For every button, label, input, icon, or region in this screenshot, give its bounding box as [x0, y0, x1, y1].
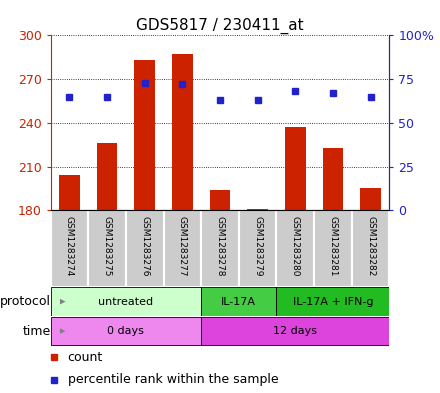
Text: GSM1283279: GSM1283279: [253, 217, 262, 277]
Text: count: count: [68, 351, 103, 364]
FancyBboxPatch shape: [314, 210, 352, 287]
FancyBboxPatch shape: [352, 210, 389, 287]
Text: 12 days: 12 days: [273, 326, 317, 336]
Text: GSM1283274: GSM1283274: [65, 217, 74, 277]
FancyBboxPatch shape: [88, 210, 126, 287]
Text: time: time: [23, 325, 51, 338]
Text: IL-17A: IL-17A: [221, 297, 257, 307]
FancyBboxPatch shape: [201, 287, 276, 316]
Text: percentile rank within the sample: percentile rank within the sample: [68, 373, 278, 386]
FancyBboxPatch shape: [126, 210, 164, 287]
Bar: [97, 143, 117, 210]
Text: GSM1283282: GSM1283282: [366, 217, 375, 277]
FancyBboxPatch shape: [276, 287, 389, 316]
FancyBboxPatch shape: [51, 287, 201, 316]
Text: GSM1283280: GSM1283280: [291, 217, 300, 277]
Bar: [209, 190, 231, 210]
Bar: [172, 54, 193, 210]
Bar: [59, 175, 80, 210]
Text: GSM1283278: GSM1283278: [216, 217, 224, 277]
Bar: [360, 188, 381, 210]
FancyBboxPatch shape: [51, 317, 201, 345]
Bar: [285, 127, 306, 210]
Text: GSM1283277: GSM1283277: [178, 217, 187, 277]
FancyBboxPatch shape: [51, 210, 88, 287]
Bar: [247, 209, 268, 210]
Text: IL-17A + IFN-g: IL-17A + IFN-g: [293, 297, 373, 307]
Text: GSM1283276: GSM1283276: [140, 217, 149, 277]
Text: GSM1283275: GSM1283275: [103, 217, 112, 277]
FancyBboxPatch shape: [239, 210, 276, 287]
Text: GSM1283281: GSM1283281: [328, 217, 337, 277]
FancyBboxPatch shape: [276, 210, 314, 287]
Bar: [134, 60, 155, 210]
Text: 0 days: 0 days: [107, 326, 144, 336]
Text: untreated: untreated: [98, 297, 154, 307]
FancyBboxPatch shape: [164, 210, 201, 287]
Title: GDS5817 / 230411_at: GDS5817 / 230411_at: [136, 18, 304, 34]
FancyBboxPatch shape: [201, 317, 389, 345]
Text: protocol: protocol: [0, 295, 51, 308]
FancyBboxPatch shape: [201, 210, 239, 287]
Bar: [323, 148, 343, 210]
